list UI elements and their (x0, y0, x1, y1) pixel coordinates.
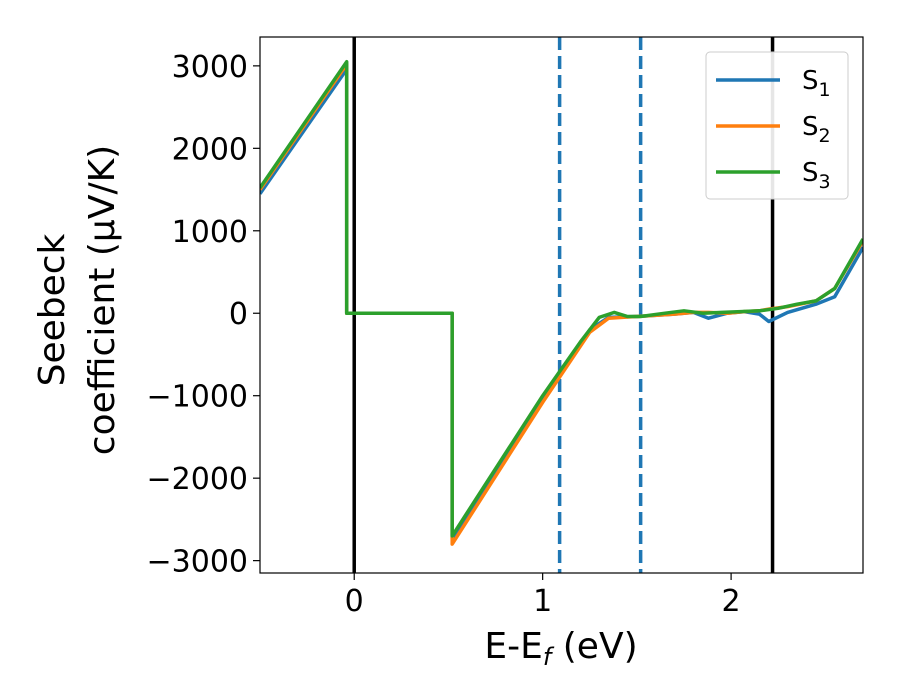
legend-label-sub-1: 1 (819, 79, 831, 101)
y-tick-label-2: 1000 (172, 215, 248, 250)
x-axis-title: E-Ef (eV) (484, 626, 637, 671)
legend-label-2: S2 (802, 112, 831, 147)
y-tick-label-4: −1000 (147, 380, 248, 415)
y-tick-label-3: 0 (229, 297, 248, 332)
x-tick-label-2: 2 (722, 584, 741, 619)
y-tick-label-6: −3000 (147, 545, 248, 580)
x-axis-title-unit: (eV) (551, 626, 637, 667)
x-tick-label-0: 0 (345, 584, 364, 619)
legend-label-sub-2: 2 (819, 125, 831, 147)
series-line-3 (260, 59, 863, 538)
x-axis-title-main: E-E (484, 626, 542, 667)
plot-frame (259, 36, 864, 574)
y-axis-title-line1: Seebeck (32, 233, 73, 386)
data-series (260, 59, 863, 546)
y-axis-title-line2: coefficient (μV/K) (82, 145, 123, 455)
y-tick-label-1: 2000 (172, 132, 248, 167)
x-tick-label-1: 1 (533, 584, 552, 619)
y-axis-ticks: 3000 2000 1000 0 −1000 −2000 −3000 (147, 50, 260, 580)
y-tick-label-0: 3000 (172, 50, 248, 85)
x-axis-ticks: 0 1 2 (345, 573, 741, 619)
legend-label-sub-3: 3 (819, 171, 831, 193)
y-tick-label-5: −2000 (147, 462, 248, 497)
